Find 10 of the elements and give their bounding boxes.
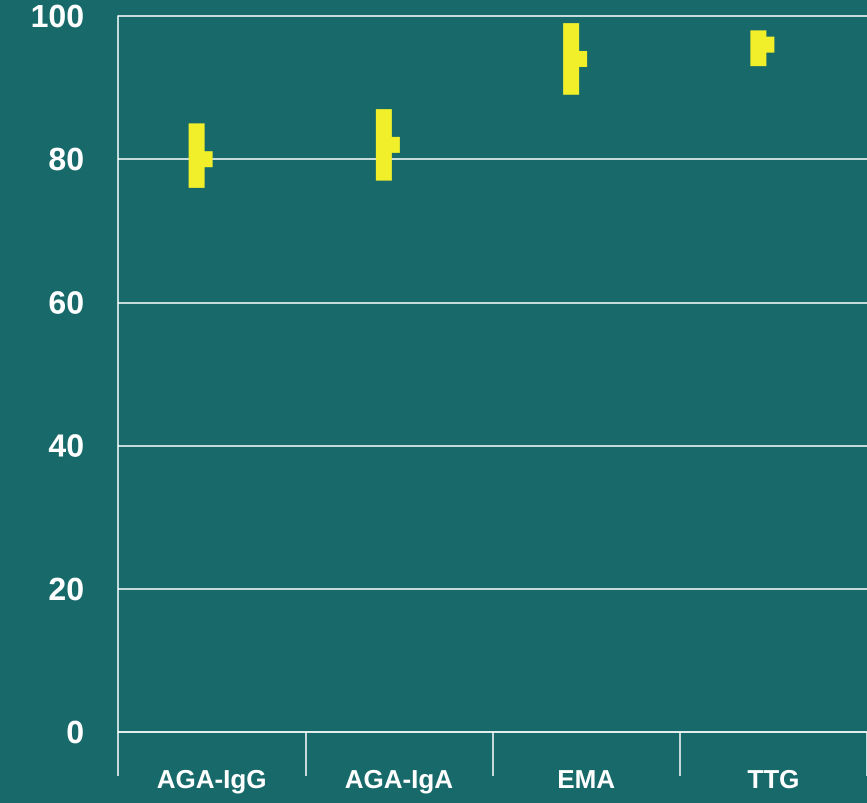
y-tick-label: 60 [48, 284, 84, 320]
y-tick-label: 80 [48, 141, 84, 178]
x-tick-label: AGA-IgG [156, 764, 267, 794]
x-tick-label: TTG [747, 764, 800, 794]
y-tick-label: 100 [30, 0, 84, 34]
y-tick-label: 0 [66, 714, 84, 750]
y-tick-label: 40 [48, 428, 84, 464]
x-tick-label: AGA-IgA [344, 764, 454, 794]
x-tick-label: EMA [557, 764, 616, 794]
y-tick-label: 20 [48, 570, 84, 607]
